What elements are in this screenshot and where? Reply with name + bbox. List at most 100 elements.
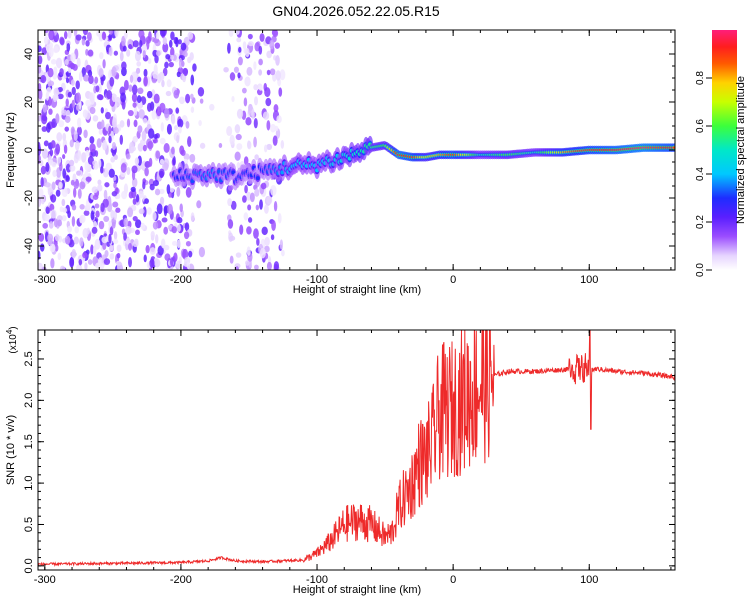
- noise-blob: [38, 115, 42, 122]
- noise-blob: [71, 216, 76, 227]
- noise-blob: [139, 39, 143, 48]
- noise-blob: [38, 262, 43, 270]
- noise-blob: [77, 188, 82, 199]
- noise-blob: [175, 37, 179, 48]
- noise-blob: [176, 134, 180, 144]
- noise-blob: [79, 181, 86, 190]
- noise-blob: [61, 109, 68, 116]
- noise-blob: [55, 113, 60, 124]
- noise-blob: [132, 216, 138, 222]
- noise-blob: [159, 196, 165, 205]
- noise-blob: [113, 210, 118, 221]
- noise-blob: [176, 186, 181, 197]
- noise-blob: [116, 244, 122, 253]
- noise-blob: [96, 138, 102, 149]
- noise-blob: [258, 69, 263, 76]
- noise-blob: [235, 133, 242, 141]
- noise-blob: [158, 188, 165, 195]
- noise-blob: [62, 132, 67, 141]
- noise-blob: [58, 181, 63, 189]
- noise-blob: [112, 238, 119, 245]
- figure-title: GN04.2026.052.22.05.R15: [272, 3, 440, 19]
- noise-blob: [52, 94, 59, 101]
- noise-blob: [38, 89, 43, 100]
- noise-blob: [76, 117, 82, 128]
- noise-blob: [110, 156, 116, 163]
- noise-blob: [42, 104, 47, 113]
- noise-blob: [43, 36, 49, 45]
- noise-blob: [199, 98, 204, 104]
- noise-blob: [135, 229, 140, 235]
- noise-blob: [41, 115, 48, 121]
- noise-blob: [251, 109, 255, 120]
- snr-y-tick-label: 1.0: [23, 475, 35, 490]
- noise-blob: [103, 189, 108, 200]
- noise-blob: [102, 59, 106, 69]
- noise-blob: [127, 109, 134, 117]
- noise-blob: [67, 91, 72, 98]
- noise-blob: [81, 38, 86, 46]
- noise-blob: [239, 224, 244, 235]
- noise-blob: [168, 39, 173, 48]
- noise-blob: [266, 261, 272, 270]
- noise-blob: [128, 44, 133, 50]
- noise-blob: [48, 80, 55, 87]
- noise-blob: [108, 233, 112, 244]
- x-tick-label: -100: [306, 274, 328, 286]
- noise-blob: [125, 153, 131, 160]
- noise-blob: [148, 157, 153, 167]
- noise-blob: [105, 162, 112, 172]
- noise-blob: [271, 220, 276, 231]
- noise-blob: [146, 90, 153, 99]
- colorbar-gradient: [712, 30, 737, 270]
- noise-blob: [278, 87, 283, 97]
- noise-blob: [184, 222, 190, 232]
- noise-blob: [199, 142, 206, 149]
- noise-blob: [126, 118, 131, 128]
- noise-blob: [190, 74, 195, 86]
- spectrogram-plot-area: [38, 30, 675, 270]
- noise-blob: [62, 168, 67, 179]
- noise-blob: [132, 102, 137, 108]
- snr-y-tick-label: 0.5: [23, 517, 35, 532]
- noise-blob: [97, 94, 104, 101]
- noise-blob: [115, 207, 121, 213]
- noise-blob: [59, 265, 66, 270]
- noise-blob: [76, 104, 80, 111]
- noise-blob: [109, 253, 115, 260]
- noise-blob: [196, 200, 202, 209]
- noise-blob: [185, 240, 191, 247]
- noise-blob: [41, 148, 49, 159]
- noise-blob: [179, 203, 183, 213]
- snr-y-multiplier-close: ): [8, 326, 19, 329]
- noise-blob: [73, 236, 79, 245]
- noise-blob: [99, 52, 104, 60]
- noise-blob: [164, 253, 171, 261]
- noise-blob: [85, 48, 89, 56]
- noise-blob: [172, 155, 176, 166]
- noise-blob: [236, 143, 243, 150]
- noise-blob: [94, 203, 100, 209]
- noise-blob: [277, 213, 282, 224]
- noise-blob: [147, 140, 154, 150]
- noise-blob: [38, 200, 41, 208]
- noise-blob: [141, 130, 147, 141]
- noise-blob: [180, 42, 187, 51]
- noise-blob: [42, 222, 49, 229]
- noise-blob: [183, 68, 188, 77]
- noise-blob: [132, 240, 139, 248]
- noise-blob: [188, 250, 193, 258]
- noise-blob: [185, 187, 192, 198]
- noise-blob: [152, 221, 159, 230]
- noise-blob: [44, 30, 49, 34]
- colorbar-tick-label: 0.8: [695, 71, 706, 85]
- noise-blob: [132, 198, 137, 205]
- noise-blob: [79, 237, 84, 247]
- noise-blob: [44, 214, 50, 222]
- noise-blob: [227, 198, 233, 207]
- noise-blob: [138, 109, 145, 119]
- snr-x-axis: -300 -200 -100 0 100: [34, 330, 672, 586]
- noise-blob: [63, 144, 68, 154]
- noise-blob: [246, 226, 252, 235]
- noise-blob: [115, 96, 121, 107]
